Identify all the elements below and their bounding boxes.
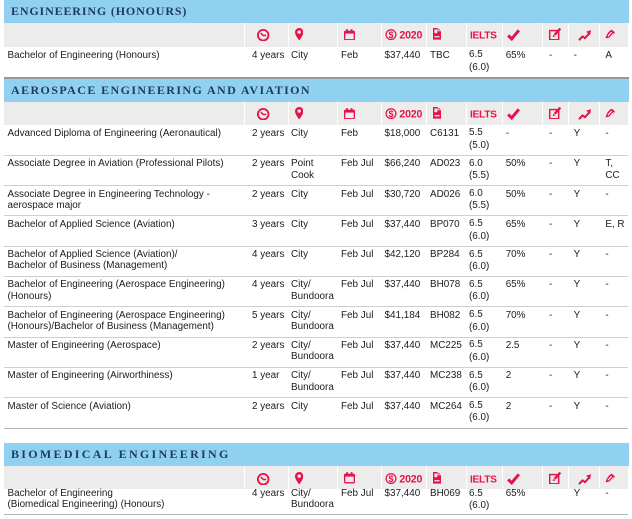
svg-text:$: $ <box>388 109 393 119</box>
svg-text:IELTS: IELTS <box>470 474 497 485</box>
svg-text:2020: 2020 <box>399 109 422 120</box>
svg-text:IELTS: IELTS <box>470 30 497 41</box>
svg-text:$: $ <box>388 474 393 484</box>
svg-text:IELTS: IELTS <box>470 109 497 120</box>
svg-text:$: $ <box>388 30 393 40</box>
svg-text:2020: 2020 <box>399 474 422 485</box>
svg-text:2020: 2020 <box>399 30 422 41</box>
